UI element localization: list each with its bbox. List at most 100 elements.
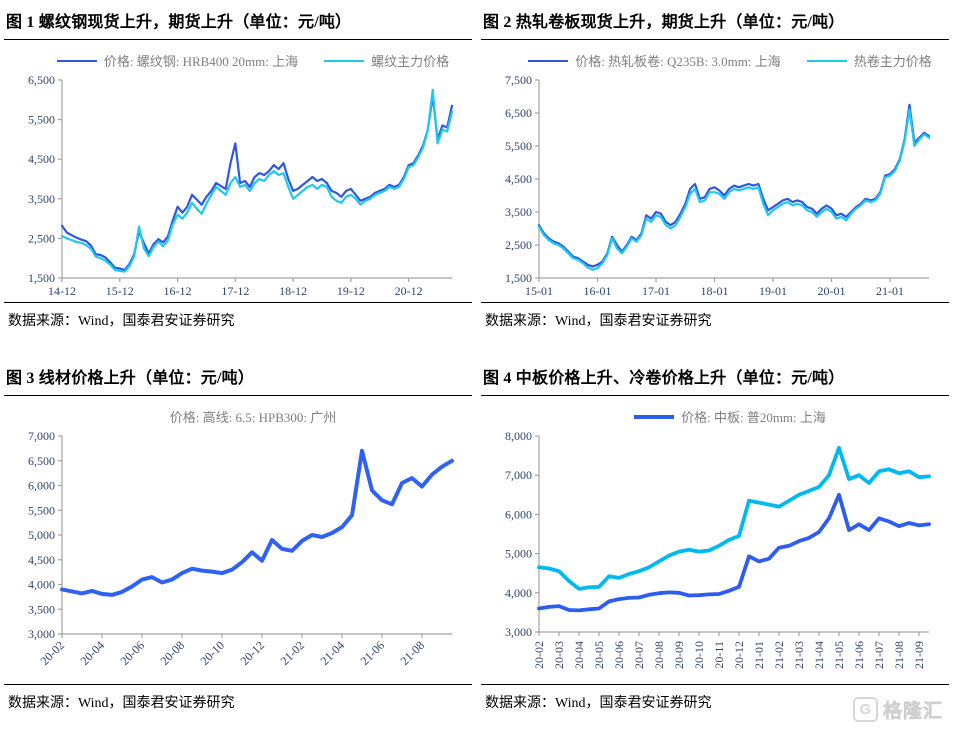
svg-text:20-08: 20-08 <box>652 641 666 669</box>
svg-text:16-12: 16-12 <box>164 284 192 298</box>
svg-text:20-06: 20-06 <box>612 641 626 669</box>
svg-text:20-03: 20-03 <box>552 641 566 669</box>
legend-item: 价格: 高线: 6.5: HPB300: 广州 <box>170 407 337 426</box>
figure-3-source: 数据来源：Wind，国泰君安证券研究 <box>8 696 235 711</box>
svg-text:21-03: 21-03 <box>792 641 806 669</box>
legend-label: 热卷主力价格 <box>853 54 932 69</box>
figure-1-title: 图 1 螺纹钢现货上升，期货上升（单位：元/吨） <box>4 4 472 40</box>
svg-text:6,500: 6,500 <box>28 73 55 87</box>
figure-2-legend: 价格: 热轧板卷: Q235B: 3.0mm: 上海 热卷主力价格 <box>481 42 949 72</box>
svg-text:17-12: 17-12 <box>221 284 249 298</box>
svg-text:20-12: 20-12 <box>732 641 746 669</box>
svg-text:20-08: 20-08 <box>157 638 187 668</box>
svg-text:21-01: 21-01 <box>876 284 904 298</box>
svg-text:3,000: 3,000 <box>505 625 532 639</box>
figure-4-source: 数据来源：Wind，国泰君安证券研究 <box>485 696 712 711</box>
legend-line-swatch <box>56 59 97 62</box>
svg-text:5,500: 5,500 <box>28 503 55 517</box>
svg-text:18-12: 18-12 <box>279 284 307 298</box>
svg-text:21-01: 21-01 <box>752 641 766 669</box>
gelonghui-logo-icon: G <box>852 697 878 722</box>
svg-text:20-11: 20-11 <box>712 641 726 669</box>
svg-text:2,500: 2,500 <box>28 231 55 245</box>
figure-3-chart-box: 价格: 高线: 6.5: HPB300: 广州 3,000 3,500 4,000 4… <box>4 396 472 685</box>
svg-text:20-01: 20-01 <box>818 284 846 298</box>
svg-text:4,500: 4,500 <box>28 152 55 166</box>
figure-1-line-chart: 1,500 2,500 3,500 4,500 5,500 6,500 14-12 15-12… <box>28 73 454 298</box>
svg-text:3,500: 3,500 <box>28 192 55 206</box>
svg-text:21-07: 21-07 <box>872 641 886 669</box>
svg-text:21-06: 21-06 <box>357 638 387 668</box>
svg-text:5,000: 5,000 <box>28 528 55 542</box>
figure-4-line-chart: 3,000 4,000 5,000 6,000 7,000 8,000 20-02 20-03… <box>505 429 931 669</box>
figure-1-chart-box: 价格: 螺纹钢: HRB400 20mm: 上海 螺纹主力价格 1,500 2,50… <box>4 40 472 303</box>
figure-4-chart-box: 价格: 中板: 普20mm: 上海 3,000 4,000 5,000 6,000 7,… <box>481 396 949 685</box>
legend-line-swatch <box>324 59 365 62</box>
figure-4: 图 4 中板价格上升、冷卷价格上升（单位：元/吨） 价格: 中板: 普20mm:… <box>481 360 949 720</box>
svg-text:1,500: 1,500 <box>505 271 532 285</box>
legend-line-swatch <box>528 59 569 62</box>
svg-text:20-07: 20-07 <box>632 641 646 669</box>
svg-text:21-04: 21-04 <box>812 641 826 669</box>
svg-text:16-01: 16-01 <box>584 284 612 298</box>
svg-text:2,500: 2,500 <box>505 238 532 252</box>
svg-text:20-09: 20-09 <box>672 641 686 669</box>
svg-text:20-12: 20-12 <box>237 638 267 668</box>
svg-text:19-01: 19-01 <box>759 284 787 298</box>
figure-2-title: 图 2 热轧卷板现货上升，期货上升（单位：元/吨） <box>481 4 949 40</box>
svg-text:4,500: 4,500 <box>28 553 55 567</box>
svg-text:20-02: 20-02 <box>532 641 546 669</box>
svg-text:20-04: 20-04 <box>572 641 586 669</box>
svg-text:3,000: 3,000 <box>28 627 55 641</box>
figure-2-line-chart: 1,500 2,500 3,500 4,500 5,500 6,500 7,500 15-01… <box>505 73 931 298</box>
legend-item: 螺纹主力价格 <box>324 51 449 70</box>
svg-text:21-08: 21-08 <box>397 638 427 668</box>
figure-2-chart-box: 价格: 热轧板卷: Q235B: 3.0mm: 上海 热卷主力价格 1,500 2,… <box>481 40 949 303</box>
svg-text:4,000: 4,000 <box>28 578 55 592</box>
figure-4-legend: 价格: 中板: 普20mm: 上海 <box>481 398 949 428</box>
legend-label: 价格: 热轧板卷: Q235B: 3.0mm: 上海 <box>575 54 781 69</box>
svg-text:21-09: 21-09 <box>912 641 926 669</box>
figure-3-legend: 价格: 高线: 6.5: HPB300: 广州 <box>4 398 472 428</box>
svg-text:15-12: 15-12 <box>106 284 134 298</box>
svg-text:4,500: 4,500 <box>505 172 532 186</box>
legend-label: 价格: 螺纹钢: HRB400 20mm: 上海 <box>103 54 299 69</box>
svg-text:1,500: 1,500 <box>28 271 55 285</box>
svg-text:4,000: 4,000 <box>505 586 532 600</box>
svg-text:20-06: 20-06 <box>117 638 147 668</box>
legend-item: 热卷主力价格 <box>806 51 932 70</box>
figure-3-line-chart: 3,000 3,500 4,000 4,500 5,000 5,500 6,000 6,500… <box>28 429 454 668</box>
svg-text:20-05: 20-05 <box>592 641 606 669</box>
svg-text:21-06: 21-06 <box>852 641 866 669</box>
svg-text:6,500: 6,500 <box>505 106 532 120</box>
svg-text:20-12: 20-12 <box>395 284 423 298</box>
svg-text:20-10: 20-10 <box>692 641 706 669</box>
svg-text:14-12: 14-12 <box>48 284 76 298</box>
legend-item: 价格: 热轧板卷: Q235B: 3.0mm: 上海 <box>528 51 781 70</box>
legend-line-swatch <box>806 59 847 62</box>
svg-text:17-01: 17-01 <box>642 284 670 298</box>
legend-item: 价格: 螺纹钢: HRB400 20mm: 上海 <box>56 51 299 70</box>
svg-text:15-01: 15-01 <box>525 284 553 298</box>
gelonghui-watermark: G 格隆汇 <box>852 696 943 723</box>
figure-4-title: 图 4 中板价格上升、冷卷价格上升（单位：元/吨） <box>481 360 949 396</box>
svg-text:6,000: 6,000 <box>505 507 532 521</box>
figure-1-source: 数据来源：Wind，国泰君安证券研究 <box>8 314 235 329</box>
svg-text:20-04: 20-04 <box>77 638 107 668</box>
legend-label: 价格: 中板: 普20mm: 上海 <box>681 410 826 425</box>
svg-text:7,000: 7,000 <box>28 429 55 443</box>
legend-item: 价格: 中板: 普20mm: 上海 <box>634 407 826 426</box>
svg-text:7,500: 7,500 <box>505 73 532 87</box>
svg-text:20-10: 20-10 <box>197 638 227 668</box>
svg-text:21-02: 21-02 <box>277 638 307 668</box>
figure-2-source: 数据来源：Wind，国泰君安证券研究 <box>485 314 712 329</box>
figure-3-title: 图 3 线材价格上升（单位：元/吨） <box>4 360 472 396</box>
svg-text:21-02: 21-02 <box>772 641 786 669</box>
svg-text:6,500: 6,500 <box>28 454 55 468</box>
svg-text:18-01: 18-01 <box>701 284 729 298</box>
svg-text:3,500: 3,500 <box>505 205 532 219</box>
svg-text:7,000: 7,000 <box>505 468 532 482</box>
figure-1: 图 1 螺纹钢现货上升，期货上升（单位：元/吨） 价格: 螺纹钢: HRB400… <box>4 4 472 338</box>
gelonghui-logo-text: 格隆汇 <box>882 701 943 723</box>
